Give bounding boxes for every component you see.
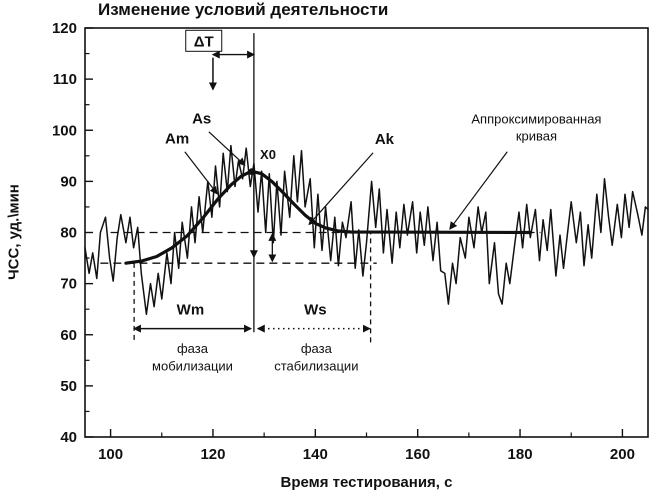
- y-tick-label: 50: [60, 378, 77, 395]
- x-axis-label: Время тестирования, с: [280, 474, 453, 491]
- delta-t-label-box: [185, 29, 223, 52]
- am-label-arrow: [184, 151, 218, 195]
- phase-mobilization-label: мобилизации: [152, 359, 233, 374]
- y-tick-label: 100: [52, 122, 77, 139]
- am-label: Am: [165, 131, 189, 148]
- wm-span-label: Wm: [177, 301, 205, 318]
- y-tick-label: 70: [60, 276, 77, 293]
- approx-curve-callout-arrow: [449, 151, 508, 230]
- x-tick-label: 140: [303, 446, 328, 463]
- x-tick-label: 120: [200, 446, 225, 463]
- x-tick-label: 180: [508, 446, 533, 463]
- delta-t-label: ΔT: [194, 33, 214, 50]
- y-tick-label: 120: [52, 20, 77, 37]
- x-tick-label: 100: [98, 446, 123, 463]
- hr-signal-line: [84, 144, 649, 316]
- ak-label-arrow: [308, 152, 374, 226]
- as-label: As: [192, 111, 211, 128]
- y-tick-label: 60: [60, 327, 77, 344]
- y-tick-label: 90: [60, 173, 77, 190]
- phase-mobilization-label: фаза: [177, 341, 209, 356]
- as-label-arrow: [208, 131, 246, 166]
- y-tick-label: 40: [60, 429, 77, 446]
- ws-span-label: Ws: [304, 301, 327, 318]
- phase-stabilization-label: фаза: [301, 341, 333, 356]
- y-tick-label: 80: [60, 225, 77, 242]
- y-axis-label: ЧСС, уд.\мин: [5, 184, 23, 280]
- ak-label: Ak: [375, 131, 395, 148]
- approx-curve-callout-label: кривая: [516, 128, 557, 143]
- y-tick-label: 110: [53, 71, 77, 88]
- chart-title: Изменение условий деятельности: [98, 0, 389, 19]
- approx-curve-callout-label: Аппроксимированная: [471, 112, 601, 127]
- peak-marker-dot: [248, 168, 256, 176]
- approx-curve-line: [124, 169, 532, 265]
- x-tick-label: 160: [405, 446, 430, 463]
- x-tick-label: 200: [610, 446, 635, 463]
- x0-label: X0: [260, 147, 276, 162]
- phase-stabilization-label: стабилизации: [274, 359, 358, 374]
